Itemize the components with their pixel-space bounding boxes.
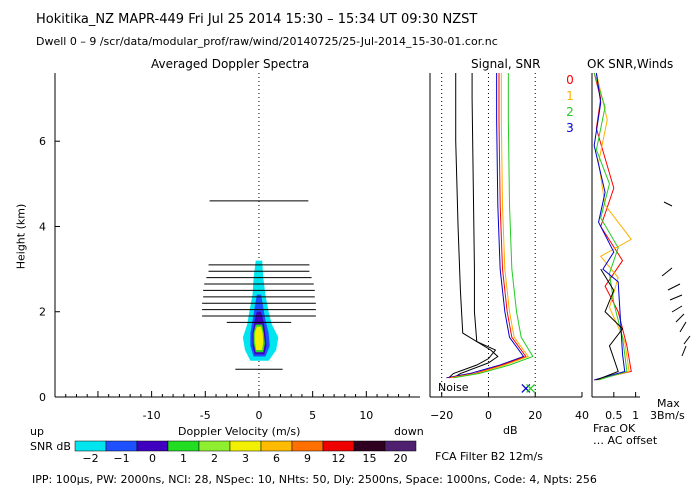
signal-series-line: [453, 73, 499, 379]
figure-title: Hokitika_NZ MAPR-449 Fri Jul 25 2014 15:…: [36, 12, 478, 27]
ok-series-line: [596, 268, 624, 381]
spectra-x-tick-label: -5: [200, 409, 211, 422]
colorbar-tick-label: 0: [149, 452, 156, 465]
y-axis-label: Height (km): [14, 203, 28, 270]
wind-arrow: [669, 294, 683, 301]
footer-parameters: IPP: 100μs, PW: 2000ns, NCI: 28, NSpec: …: [32, 473, 597, 486]
colorbar-swatch: [74, 440, 107, 452]
wind-arrow: [683, 335, 691, 345]
spectra-y-tick-label: 6: [39, 135, 46, 148]
signal-x-tick-label: 20: [528, 409, 542, 422]
spectra-y-tick-label: 2: [39, 306, 46, 319]
ok-series-line: [593, 72, 628, 381]
ok-legend-label: 0: [566, 73, 574, 87]
ok-panel-title: OK SNR,Winds: [587, 57, 674, 71]
colorbar-swatch: [136, 440, 169, 452]
wind-arrow: [681, 345, 687, 357]
wind-arrow: [667, 283, 681, 291]
max-speed-label: 3Bm/s: [650, 409, 685, 422]
colorbar-tick-label: −2: [82, 452, 98, 465]
colorbar-tick-label: −1: [113, 452, 129, 465]
noise-marker: [526, 384, 536, 393]
colorbar-swatch: [167, 440, 200, 452]
wind-arrow: [679, 321, 687, 333]
ac-offset-label: … AC offset: [593, 434, 658, 447]
noise-label: Noise: [438, 381, 469, 394]
wind-arrow: [661, 267, 673, 277]
signal-series-line: [453, 73, 534, 379]
ok-x-tick-label: 1: [632, 409, 639, 422]
noise-marker: [521, 384, 531, 393]
colorbar-tick-label: 6: [273, 452, 280, 465]
spectra-y-tick-label: 4: [39, 220, 46, 233]
ok-series-line: [593, 72, 632, 381]
figure-subtitle: Dwell 0 – 9 /scr/data/modular_prof/raw/w…: [36, 35, 498, 48]
ok-legend-label: 3: [566, 121, 574, 135]
signal-x-tick-label: 0: [485, 409, 492, 422]
colorbar-swatch: [260, 440, 293, 452]
spectra-x-tick-label: -10: [143, 409, 161, 422]
colorbar-tick-label: 2: [211, 452, 218, 465]
up-label: up: [30, 425, 44, 438]
spectra-panel-title: Averaged Doppler Spectra: [151, 57, 310, 71]
ok-series-line: [595, 72, 633, 381]
colorbar-swatch: [105, 440, 138, 452]
max-label: Max: [657, 397, 680, 410]
ok-legend-label: 2: [566, 105, 574, 119]
signal-series-line: [450, 73, 530, 379]
colorbar-swatch: [229, 440, 262, 452]
signal-series-line: [446, 73, 525, 379]
colorbar-swatch: [353, 440, 386, 452]
fca-filter-label: FCA Filter B2 12m/s: [435, 450, 543, 463]
colorbar-tick-label: 3: [242, 452, 249, 465]
signal-x-tick-label: −20: [430, 409, 453, 422]
ok-legend-label: 1: [566, 89, 574, 103]
signal-x-tick-label: 40: [575, 409, 589, 422]
wind-arrow: [675, 313, 685, 323]
wind-arrow: [671, 305, 683, 313]
colorbar-tick-label: 15: [363, 452, 377, 465]
signal-panel-title: Signal, SNR: [471, 57, 541, 71]
ok-series-line: [593, 72, 626, 381]
colorbar-tick-label: 12: [332, 452, 346, 465]
spectra-x-tick-label: 0: [255, 409, 262, 422]
down-label: down: [394, 425, 424, 438]
colorbar-swatch: [198, 440, 231, 452]
ok-x-tick-label: 0.5: [605, 409, 623, 422]
spectrum-contour: [254, 326, 264, 351]
spectra-x-tick-label: 10: [359, 409, 373, 422]
colorbar-swatch: [322, 440, 355, 452]
colorbar-swatch: [291, 440, 324, 452]
wind-arrow: [663, 201, 673, 207]
signal-series-line: [448, 73, 527, 379]
spectra-x-tick-label: 5: [309, 409, 316, 422]
doppler-x-label: Doppler Velocity (m/s): [178, 425, 301, 438]
spectra-y-tick-label: 0: [39, 391, 46, 404]
snr-db-label: SNR dB: [30, 440, 71, 453]
colorbar-tick-label: 9: [304, 452, 311, 465]
colorbar-tick-label: 20: [394, 452, 408, 465]
signal-x-label: dB: [503, 424, 518, 437]
colorbar-tick-label: 1: [180, 452, 187, 465]
colorbar-swatch: [384, 440, 417, 452]
frac-ok-label: Frac OK: [593, 422, 636, 435]
